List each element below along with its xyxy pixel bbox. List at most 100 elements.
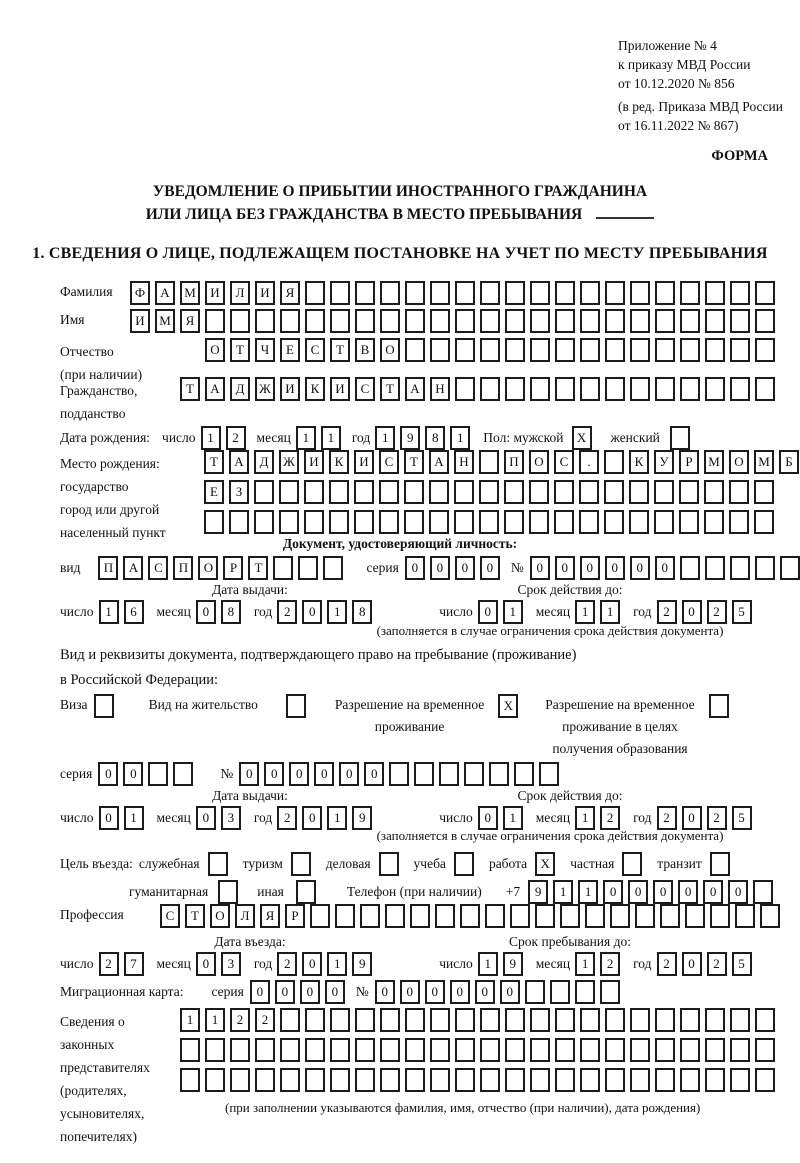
char-cell[interactable]: Б bbox=[779, 450, 799, 474]
char-cell[interactable]: 0 bbox=[449, 980, 470, 1004]
char-cell[interactable] bbox=[685, 904, 705, 928]
char-cell[interactable]: В bbox=[355, 338, 375, 362]
char-cell[interactable] bbox=[630, 309, 650, 333]
char-cell[interactable]: 1 bbox=[180, 1008, 200, 1032]
char-cell[interactable] bbox=[574, 980, 595, 1004]
char-cell[interactable] bbox=[605, 1068, 625, 1092]
char-cell[interactable]: Р bbox=[223, 556, 244, 580]
char-cell[interactable]: 0 bbox=[299, 980, 320, 1004]
char-cell[interactable]: 1 bbox=[327, 806, 348, 830]
char-cell[interactable]: 6 bbox=[123, 600, 144, 624]
char-cell[interactable] bbox=[580, 1068, 600, 1092]
char-cell[interactable] bbox=[230, 1038, 250, 1062]
char-cell[interactable] bbox=[729, 510, 749, 534]
char-cell[interactable] bbox=[730, 377, 750, 401]
char-cell[interactable]: 0 bbox=[499, 980, 520, 1004]
char-cell[interactable]: 0 bbox=[628, 880, 649, 904]
char-cell[interactable] bbox=[730, 1038, 750, 1062]
char-cell[interactable]: И bbox=[304, 450, 324, 474]
char-cell[interactable]: Ж bbox=[279, 450, 299, 474]
char-cell[interactable] bbox=[580, 1008, 600, 1032]
char-cell[interactable] bbox=[655, 1038, 675, 1062]
char-cell[interactable]: 0 bbox=[324, 980, 345, 1004]
char-cell[interactable]: 0 bbox=[302, 952, 323, 976]
char-cell[interactable]: 2 bbox=[277, 952, 298, 976]
char-cell[interactable]: 0 bbox=[314, 762, 335, 786]
char-cell[interactable] bbox=[605, 309, 625, 333]
char-cell[interactable]: 1 bbox=[578, 880, 599, 904]
char-cell[interactable] bbox=[355, 1068, 375, 1092]
char-cell[interactable] bbox=[380, 1008, 400, 1032]
purpose-other-checkbox[interactable] bbox=[295, 880, 316, 904]
char-cell[interactable] bbox=[454, 510, 474, 534]
char-cell[interactable] bbox=[705, 338, 725, 362]
char-cell[interactable] bbox=[430, 1008, 450, 1032]
char-cell[interactable] bbox=[379, 480, 399, 504]
char-cell[interactable] bbox=[305, 309, 325, 333]
char-cell[interactable] bbox=[529, 480, 549, 504]
char-cell[interactable] bbox=[480, 1068, 500, 1092]
char-cell[interactable] bbox=[555, 377, 575, 401]
char-cell[interactable] bbox=[505, 281, 525, 305]
char-cell[interactable] bbox=[705, 1068, 725, 1092]
char-cell[interactable] bbox=[555, 281, 575, 305]
char-cell[interactable] bbox=[180, 1068, 200, 1092]
char-cell[interactable] bbox=[560, 904, 580, 928]
char-cell[interactable] bbox=[729, 556, 750, 580]
char-cell[interactable] bbox=[680, 1008, 700, 1032]
char-cell[interactable] bbox=[455, 281, 475, 305]
char-cell[interactable]: 0 bbox=[399, 980, 420, 1004]
char-cell[interactable]: О bbox=[210, 904, 230, 928]
char-cell[interactable]: Т bbox=[330, 338, 350, 362]
char-cell[interactable] bbox=[273, 556, 294, 580]
char-cell[interactable] bbox=[279, 510, 299, 534]
char-cell[interactable] bbox=[230, 1068, 250, 1092]
char-cell[interactable]: 0 bbox=[653, 880, 674, 904]
char-cell[interactable]: С bbox=[160, 904, 180, 928]
char-cell[interactable] bbox=[705, 309, 725, 333]
char-cell[interactable] bbox=[605, 377, 625, 401]
char-cell[interactable] bbox=[439, 762, 460, 786]
char-cell[interactable]: И bbox=[280, 377, 300, 401]
char-cell[interactable]: 0 bbox=[654, 556, 675, 580]
char-cell[interactable]: 2 bbox=[656, 600, 677, 624]
char-cell[interactable] bbox=[430, 1068, 450, 1092]
char-cell[interactable]: 0 bbox=[374, 980, 395, 1004]
char-cell[interactable] bbox=[705, 377, 725, 401]
char-cell[interactable]: 9 bbox=[502, 952, 523, 976]
char-cell[interactable] bbox=[505, 309, 525, 333]
char-cell[interactable] bbox=[330, 1008, 350, 1032]
purpose-study-checkbox[interactable] bbox=[453, 852, 474, 876]
char-cell[interactable] bbox=[505, 338, 525, 362]
char-cell[interactable] bbox=[389, 762, 410, 786]
char-cell[interactable]: У bbox=[654, 450, 674, 474]
char-cell[interactable] bbox=[610, 904, 630, 928]
char-cell[interactable] bbox=[604, 450, 624, 474]
char-cell[interactable]: Т bbox=[380, 377, 400, 401]
char-cell[interactable] bbox=[480, 377, 500, 401]
char-cell[interactable] bbox=[280, 1068, 300, 1092]
char-cell[interactable]: 1 bbox=[98, 600, 119, 624]
char-cell[interactable] bbox=[254, 480, 274, 504]
char-cell[interactable]: 0 bbox=[454, 556, 475, 580]
char-cell[interactable]: 8 bbox=[425, 426, 446, 450]
char-cell[interactable] bbox=[380, 281, 400, 305]
char-cell[interactable] bbox=[704, 510, 724, 534]
char-cell[interactable] bbox=[730, 309, 750, 333]
char-cell[interactable] bbox=[455, 309, 475, 333]
char-cell[interactable] bbox=[605, 1008, 625, 1032]
char-cell[interactable] bbox=[630, 1008, 650, 1032]
char-cell[interactable]: 0 bbox=[195, 600, 216, 624]
char-cell[interactable] bbox=[704, 480, 724, 504]
char-cell[interactable]: С bbox=[355, 377, 375, 401]
char-cell[interactable] bbox=[655, 281, 675, 305]
char-cell[interactable] bbox=[298, 556, 319, 580]
char-cell[interactable] bbox=[329, 510, 349, 534]
char-cell[interactable] bbox=[629, 510, 649, 534]
char-cell[interactable]: Т bbox=[248, 556, 269, 580]
char-cell[interactable] bbox=[405, 1068, 425, 1092]
char-cell[interactable] bbox=[430, 338, 450, 362]
char-cell[interactable] bbox=[485, 904, 505, 928]
char-cell[interactable] bbox=[205, 1068, 225, 1092]
char-cell[interactable]: А bbox=[405, 377, 425, 401]
